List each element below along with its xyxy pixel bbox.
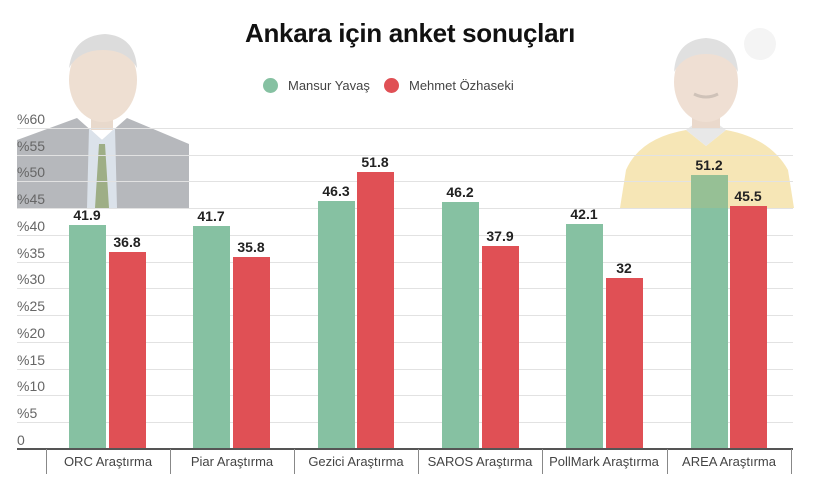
value-label: 51.8	[361, 154, 389, 170]
y-tick-label: %40	[17, 218, 46, 234]
x-axis-line	[17, 448, 793, 450]
legend-item-ozhaseki: Mehmet Özhaseki	[384, 78, 514, 93]
x-category-label: Piar Araştırma	[190, 454, 274, 469]
photo-overlay-tint	[691, 175, 728, 208]
category-divider	[294, 449, 295, 474]
value-label: 42.1	[570, 206, 598, 222]
value-label: 46.2	[446, 184, 474, 200]
value-label: 35.8	[237, 239, 265, 255]
gridline-10	[17, 395, 793, 396]
gridline-60	[17, 128, 793, 129]
category-divider	[170, 449, 171, 474]
value-label: 41.9	[73, 207, 101, 223]
y-tick-label: %15	[17, 352, 46, 368]
y-tick-label: %25	[17, 298, 46, 314]
gridline-40	[17, 235, 793, 236]
legend-label-yavas: Mansur Yavaş	[288, 78, 370, 93]
bar-ozhaseki-orc[interactable]	[109, 252, 146, 449]
category-divider	[418, 449, 419, 474]
y-tick-label: %20	[17, 325, 46, 341]
bar-ozhaseki-saros[interactable]	[482, 246, 519, 449]
y-tick-label: %45	[17, 191, 46, 207]
gridline-55	[17, 155, 793, 156]
y-tick-label: %35	[17, 245, 46, 261]
y-tick-label: %10	[17, 378, 46, 394]
x-category-label: PollMark Araştırma	[549, 454, 659, 469]
y-tick-label: %55	[17, 138, 46, 154]
x-category-label: Gezici Araştırma	[308, 454, 404, 469]
bar-yavas-gezici[interactable]	[318, 201, 355, 449]
category-divider	[667, 449, 668, 474]
bar-yavas-piar[interactable]	[193, 226, 230, 449]
gridline-5	[17, 422, 793, 423]
gridline-45	[17, 208, 793, 209]
x-category-label: AREA Araştırma	[682, 454, 776, 469]
bar-ozhaseki-pollmark[interactable]	[606, 278, 643, 449]
legend-dot-red-icon	[384, 78, 399, 93]
value-label: 46.3	[322, 183, 350, 199]
gridline-15	[17, 369, 793, 370]
y-tick-label: 0	[17, 432, 25, 448]
category-divider	[791, 449, 792, 474]
y-tick-label: %30	[17, 271, 46, 287]
legend-label-ozhaseki: Mehmet Özhaseki	[409, 78, 514, 93]
x-category-label: ORC Araştırma	[63, 454, 153, 469]
legend-item-yavas: Mansur Yavaş	[263, 78, 370, 93]
value-label: 36.8	[113, 234, 141, 250]
gridline-20	[17, 342, 793, 343]
y-tick-label: %5	[17, 405, 38, 421]
value-label: 45.5	[734, 188, 762, 204]
bar-yavas-orc[interactable]	[69, 225, 106, 449]
category-divider	[46, 449, 47, 474]
value-label: 32	[616, 260, 632, 276]
gridline-35	[17, 262, 793, 263]
y-tick-label: %60	[17, 111, 46, 127]
bar-ozhaseki-piar[interactable]	[233, 257, 270, 449]
value-label: 51.2	[695, 157, 723, 173]
candidate-photo-yavas	[17, 20, 189, 208]
gridline-50	[17, 181, 793, 182]
bar-yavas-saros[interactable]	[442, 202, 479, 449]
category-divider	[542, 449, 543, 474]
bar-ozhaseki-area[interactable]	[730, 206, 767, 449]
chart-legend: Mansur Yavaş Mehmet Özhaseki	[0, 78, 820, 98]
gridline-30	[17, 288, 793, 289]
bar-yavas-pollmark[interactable]	[566, 224, 603, 449]
gridline-25	[17, 315, 793, 316]
bar-yavas-area[interactable]	[691, 175, 728, 449]
bar-ozhaseki-gezici[interactable]	[357, 172, 394, 449]
x-category-label: SAROS Araştırma	[427, 454, 533, 469]
value-label: 37.9	[486, 228, 514, 244]
candidate-photo-ozhaseki	[620, 20, 794, 208]
value-label: 41.7	[197, 208, 225, 224]
chart-title: Ankara için anket sonuçları	[244, 18, 576, 48]
legend-dot-green-icon	[263, 78, 278, 93]
y-tick-label: %50	[17, 164, 46, 180]
